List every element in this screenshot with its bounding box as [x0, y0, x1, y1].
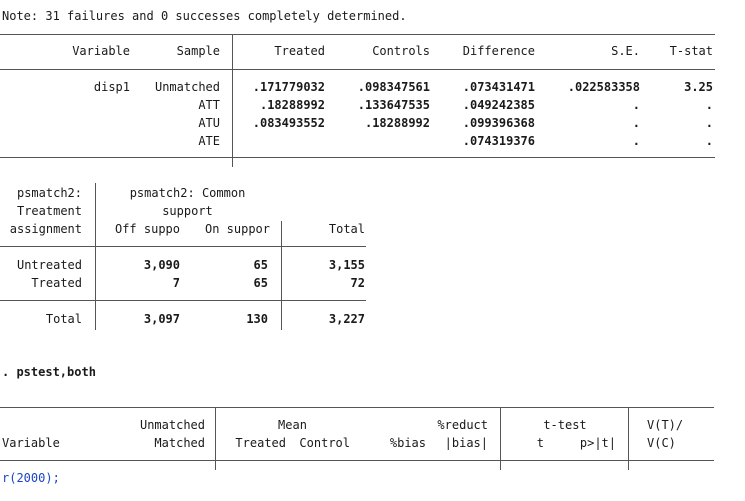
col-header-vratio-bottom: V(C) [647, 436, 676, 450]
group-header-line2: support [162, 204, 213, 218]
col-header-t: t [536, 436, 544, 450]
col-header-tstat: T-stat [669, 44, 713, 58]
row-header-line3: assignment [9, 222, 82, 236]
col-header-vratio-top: V(T)/ [647, 418, 684, 432]
group-header-line1: psmatch2: Common [129, 186, 246, 200]
col-header-off-support: Off suppo [114, 222, 180, 236]
col-header-reduct: %reduct [437, 418, 488, 432]
col-header-control: Control [299, 436, 350, 450]
col-header-mean: Mean [278, 418, 307, 432]
col-header-unmatched: Unmatched [139, 418, 205, 432]
row-header-line2: Treatment [16, 204, 82, 218]
col-header-total: Total [328, 222, 365, 236]
col-header-matched: Matched [154, 436, 205, 450]
command-line: . pstest,both [2, 365, 96, 379]
col-header-se: S.E. [611, 44, 640, 58]
row-header-line1: psmatch2: [16, 186, 82, 200]
col-header-pval: p>|t| [579, 436, 616, 450]
col-header-controls: Controls [372, 44, 430, 58]
col-header-ttest: t-test [543, 418, 587, 432]
col-header-sample: Sample [176, 44, 220, 58]
col-header-bias: %bias [389, 436, 426, 450]
return-code: r(2000); [2, 471, 60, 485]
note-text: Note: 31 failures and 0 successes comple… [2, 9, 407, 23]
col-header-variable: Variable [72, 44, 130, 58]
col-header-difference: Difference [462, 44, 535, 58]
col-header-treated: Treated [274, 44, 325, 58]
col-header-treated: Treated [235, 436, 286, 450]
col-header-variable: Variable [2, 436, 60, 450]
col-header-abs-bias: |bias| [444, 436, 488, 450]
col-header-on-support: On suppor [204, 222, 270, 236]
